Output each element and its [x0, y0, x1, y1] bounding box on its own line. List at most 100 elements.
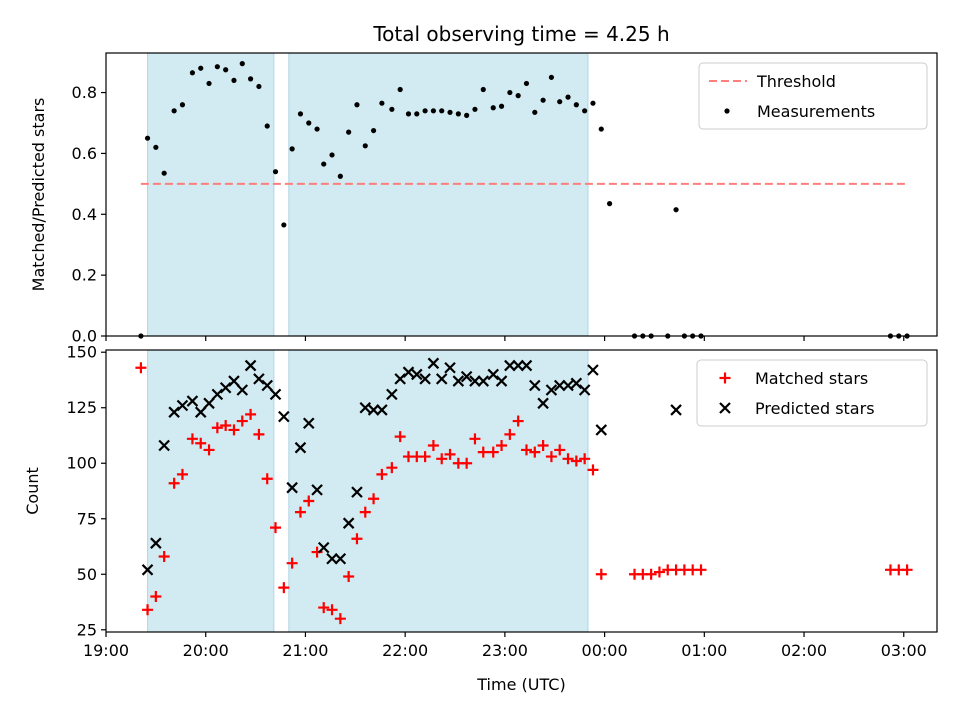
data-point — [158, 439, 170, 452]
data-point — [141, 564, 154, 576]
legend: Threshold Measurements — [698, 62, 928, 130]
data-point — [394, 431, 406, 443]
data-point — [294, 441, 307, 454]
data-point — [303, 495, 315, 507]
data-point — [422, 108, 428, 114]
data-point — [186, 395, 199, 407]
data-point — [272, 169, 279, 175]
chart-title: Total observing time = 4.25 h — [372, 22, 669, 46]
data-point — [469, 375, 481, 387]
data-point — [562, 453, 574, 465]
data-point — [297, 111, 304, 117]
data-point — [512, 359, 524, 372]
legend-label: Matched stars — [755, 369, 868, 388]
data-point — [397, 86, 403, 93]
data-point — [223, 67, 229, 73]
data-point — [211, 422, 223, 434]
data-point — [351, 533, 363, 545]
x-axis-label: Time (UTC) — [476, 675, 565, 694]
data-point — [351, 486, 363, 498]
data-point — [427, 357, 440, 370]
data-point — [455, 111, 461, 117]
y-tick-label: 25 — [77, 620, 97, 639]
data-point — [203, 397, 215, 410]
y-tick-label: 150 — [66, 343, 97, 362]
data-point — [362, 143, 368, 149]
data-point — [203, 444, 215, 456]
legend-label: Predicted stars — [755, 399, 875, 418]
data-point — [359, 401, 372, 414]
observing-interval-shade — [288, 52, 589, 337]
data-point — [430, 108, 437, 114]
data-point — [179, 102, 186, 108]
data-point — [464, 112, 470, 118]
y-axis-label: Count — [23, 467, 42, 515]
data-point — [311, 484, 323, 496]
data-point — [334, 613, 346, 625]
data-point — [570, 455, 582, 467]
data-point — [386, 388, 398, 401]
data-point — [595, 424, 608, 436]
y-tick-label: 100 — [66, 454, 97, 473]
x-tick-label: 03:00 — [881, 641, 927, 660]
data-point — [590, 100, 596, 106]
data-point — [214, 64, 220, 70]
data-point — [537, 397, 549, 410]
data-point — [244, 359, 257, 372]
data-point — [329, 152, 335, 158]
data-point — [142, 604, 154, 616]
data-point — [278, 582, 290, 594]
data-point — [150, 537, 162, 549]
data-point — [294, 506, 306, 518]
data-point — [171, 108, 177, 114]
data-point — [186, 433, 198, 445]
data-point — [447, 109, 453, 115]
data-point — [540, 97, 546, 103]
data-point — [477, 446, 489, 458]
axes-frame — [105, 52, 938, 337]
y-axis-label: Matched/Predicted stars — [29, 98, 48, 292]
x-tick-label: 19:00 — [83, 641, 129, 660]
data-point — [427, 439, 439, 451]
data-point — [460, 370, 473, 383]
data-point — [211, 388, 224, 401]
data-point — [269, 388, 282, 401]
y-tick-label: 0.0 — [72, 327, 97, 346]
data-point — [487, 368, 500, 381]
legend-label: Threshold — [756, 72, 836, 91]
data-point — [394, 373, 406, 385]
data-point — [302, 417, 315, 430]
data-point — [495, 375, 508, 387]
data-point — [444, 448, 456, 460]
data-point — [176, 468, 188, 480]
y-tick-label: 75 — [77, 509, 97, 528]
data-point — [270, 522, 282, 534]
data-point — [532, 109, 538, 115]
data-point — [236, 384, 249, 396]
data-point — [150, 590, 162, 602]
data-point — [573, 102, 579, 108]
data-point — [158, 551, 170, 563]
data-point — [219, 381, 232, 394]
data-point — [673, 207, 679, 213]
data-point — [206, 80, 212, 87]
observing-interval-shade — [288, 349, 589, 633]
data-point — [144, 135, 151, 141]
y-tick-label: 50 — [77, 565, 97, 584]
data-point — [512, 415, 524, 427]
series-measurements — [138, 61, 910, 339]
data-point — [653, 566, 665, 578]
data-point — [376, 404, 388, 416]
data-point — [490, 105, 496, 111]
y-tick-label: 0.8 — [72, 83, 97, 102]
data-point — [231, 77, 237, 83]
data-point — [261, 379, 273, 392]
data-point — [281, 222, 287, 228]
data-point — [554, 444, 566, 456]
data-point — [359, 506, 371, 518]
data-point — [376, 468, 388, 480]
data-point — [318, 602, 330, 614]
series-predicted-stars — [141, 357, 682, 576]
data-point — [195, 437, 207, 449]
